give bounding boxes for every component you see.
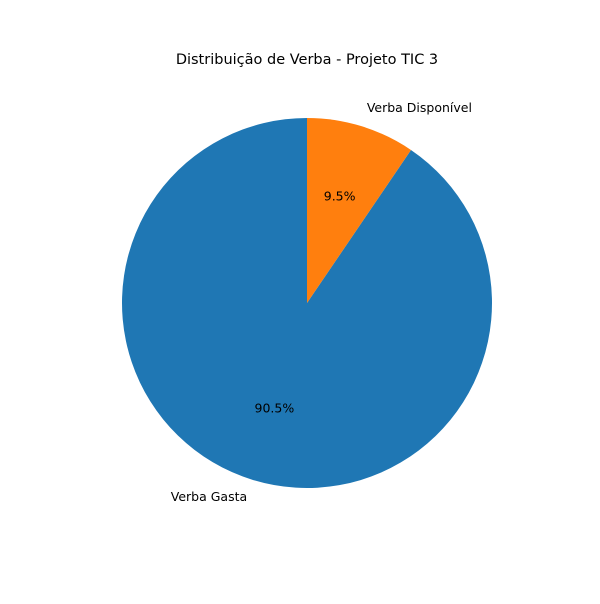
pie-slice-verba-disponivel (307, 118, 411, 303)
chart-title: Distribuição de Verba - Projeto TIC 3 (176, 52, 438, 68)
pie-slices (122, 118, 493, 488)
slice-percent-verba-gasta: 90.5% (255, 401, 295, 416)
slice-label-verba-disponivel: Verba Disponível (367, 100, 472, 115)
slice-percent-verba-disponivel: 9.5% (324, 188, 356, 203)
slice-label-verba-gasta: Verba Gasta (171, 489, 247, 504)
pie-slice-verba-gasta (122, 118, 493, 488)
pie-labels: Verba Gasta 90.5% Verba Disponível 9.5% (171, 100, 472, 504)
